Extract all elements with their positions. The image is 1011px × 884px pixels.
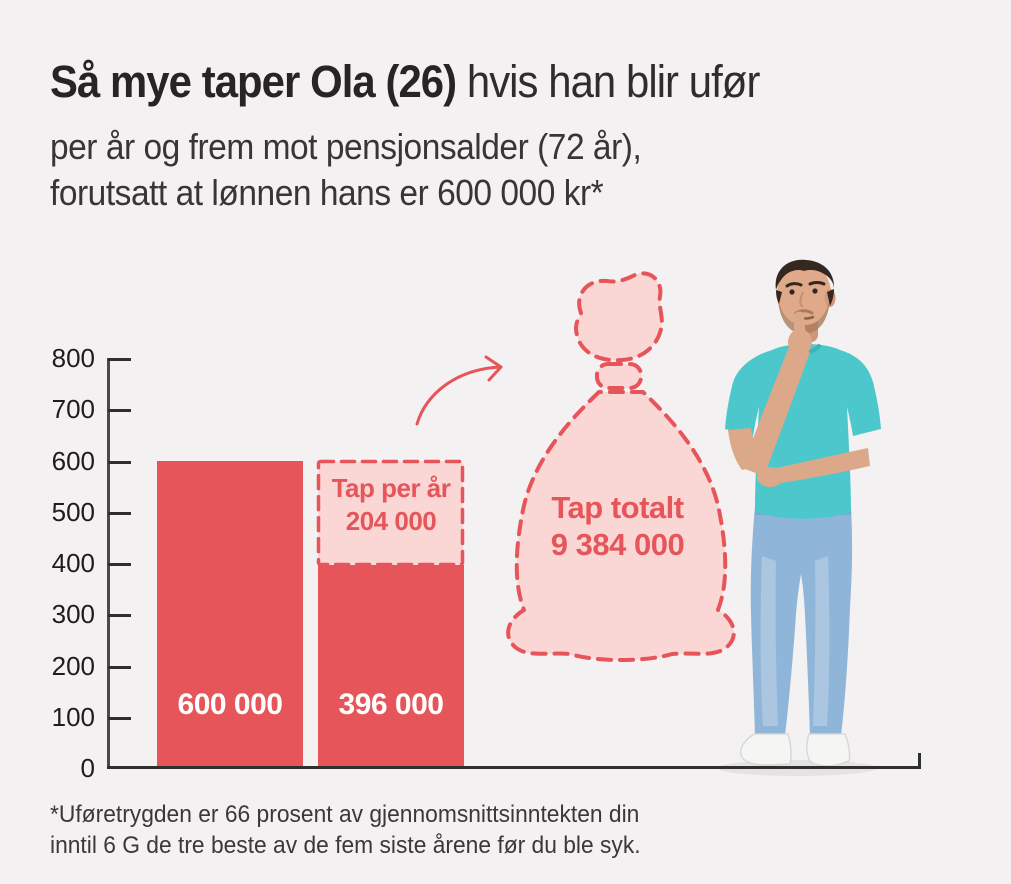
- loss-total-label: Tap totalt 9 384 000: [495, 489, 740, 563]
- y-tick-label: 200: [51, 651, 95, 681]
- person-head: [775, 259, 836, 334]
- title-regular-part: hvis han blir ufør: [456, 56, 761, 107]
- y-tick-label: 0: [80, 753, 95, 783]
- thinking-man-illustration: [717, 259, 881, 776]
- salary-bar: 600 000: [157, 461, 303, 768]
- loss-per-year-box: [316, 459, 465, 567]
- y-tick-label: 400: [51, 548, 95, 578]
- title-bold-part: Så mye taper Ola (26): [50, 56, 457, 107]
- y-axis-tick: [108, 512, 131, 515]
- loss-per-year-line2: 204 000: [345, 506, 437, 536]
- loss-total-line2: 9 384 000: [550, 527, 685, 562]
- disability-bar-value-label: 396 000: [338, 688, 444, 721]
- y-tick-label: 300: [51, 599, 95, 629]
- salary-bar-value-label: 600 000: [177, 688, 283, 721]
- subtitle-line-2: forutsatt at lønnen hans er 600 000 kr*: [50, 172, 604, 213]
- y-axis-tick: [108, 666, 131, 669]
- person-finger: [794, 311, 806, 340]
- curved-arrow-icon: [415, 355, 503, 426]
- y-axis-tick: [108, 409, 131, 412]
- y-axis-tick: [108, 358, 131, 361]
- person-hair: [775, 259, 835, 290]
- page-subtitle: per år og frem mot pensjonsalder (72 år)…: [50, 124, 642, 216]
- money-bag-icon: [506, 271, 736, 662]
- person-eye: [789, 289, 795, 295]
- y-axis-tick: [108, 717, 131, 720]
- y-axis-tick: [108, 614, 131, 617]
- y-tick-label: 700: [51, 394, 95, 424]
- x-axis-line: [107, 766, 921, 769]
- y-tick-label: 100: [51, 702, 95, 732]
- loss-per-year-line1: Tap per år: [331, 473, 451, 503]
- x-axis-end-tick: [918, 753, 921, 767]
- subtitle-line-1: per år og frem mot pensjonsalder (72 år)…: [50, 126, 642, 167]
- person-thinking-arm: [742, 311, 812, 476]
- y-axis-tick: [108, 461, 131, 464]
- footnote-line-2: inntil 6 G de tre beste av de fem siste …: [50, 832, 641, 859]
- loss-per-year-dashed-rect: [316, 459, 465, 567]
- person-brows: [785, 281, 826, 288]
- loss-total-line1: Tap totalt: [551, 490, 684, 525]
- footnote-line-1: *Uføretrygden er 66 prosent av gjennomsn…: [50, 801, 640, 828]
- y-tick-label: 600: [51, 446, 95, 476]
- y-tick-label: 500: [51, 497, 95, 527]
- loss-per-year-label: Tap per år 204 000: [316, 472, 466, 538]
- money-bag-knot: [573, 271, 664, 363]
- person-eye: [812, 288, 818, 294]
- y-axis-tick: [108, 563, 131, 566]
- y-tick-label: 800: [51, 343, 95, 373]
- disability-benefit-bar: 396 000: [318, 565, 464, 768]
- money-bag-tie: [595, 362, 643, 390]
- person-beard: [778, 298, 830, 334]
- money-bag-body: [506, 390, 736, 662]
- person-jeans: [750, 506, 853, 736]
- person-nose: [799, 291, 805, 308]
- footnote: *Uføretrygden er 66 prosent av gjennomsn…: [50, 799, 641, 861]
- person-shoes: [739, 733, 851, 767]
- page-title: Så mye taper Ola (26) hvis han blir ufør: [50, 56, 761, 108]
